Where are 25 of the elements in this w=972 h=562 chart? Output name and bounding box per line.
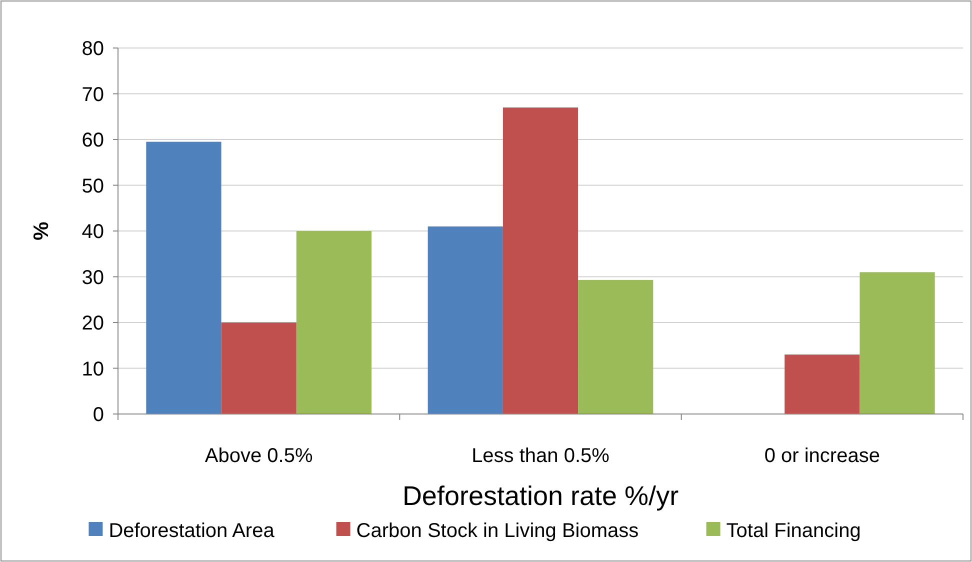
y-tick-label: 20 (82, 312, 104, 334)
bar (221, 322, 296, 414)
bar (146, 142, 222, 414)
bar (502, 107, 578, 414)
bar (428, 226, 503, 414)
bar (860, 272, 935, 414)
bar (578, 280, 654, 414)
y-tick-label: 40 (82, 221, 104, 243)
y-tick-label: 60 (82, 130, 104, 152)
bar (784, 354, 860, 414)
x-axis-title: Deforestation rate %/yr (402, 481, 679, 511)
y-tick-label: 70 (82, 84, 104, 106)
y-tick-label: 80 (82, 38, 104, 60)
legend-label: Deforestation Area (108, 520, 276, 542)
x-tick-label: Less than 0.5% (472, 445, 610, 467)
y-axis-title: % (30, 221, 53, 240)
legend-label: Carbon Stock in Living Biomass (356, 520, 639, 542)
x-tick-label: 0 or increase (764, 445, 880, 467)
bar (296, 231, 372, 414)
y-tick-label: 10 (82, 358, 104, 380)
y-tick-label: 50 (82, 175, 104, 198)
legend-label: Total Financing (726, 520, 861, 542)
y-tick-label: 0 (92, 404, 104, 426)
x-tick-label: Above 0.5% (204, 445, 313, 467)
y-tick-label: 30 (82, 266, 104, 289)
